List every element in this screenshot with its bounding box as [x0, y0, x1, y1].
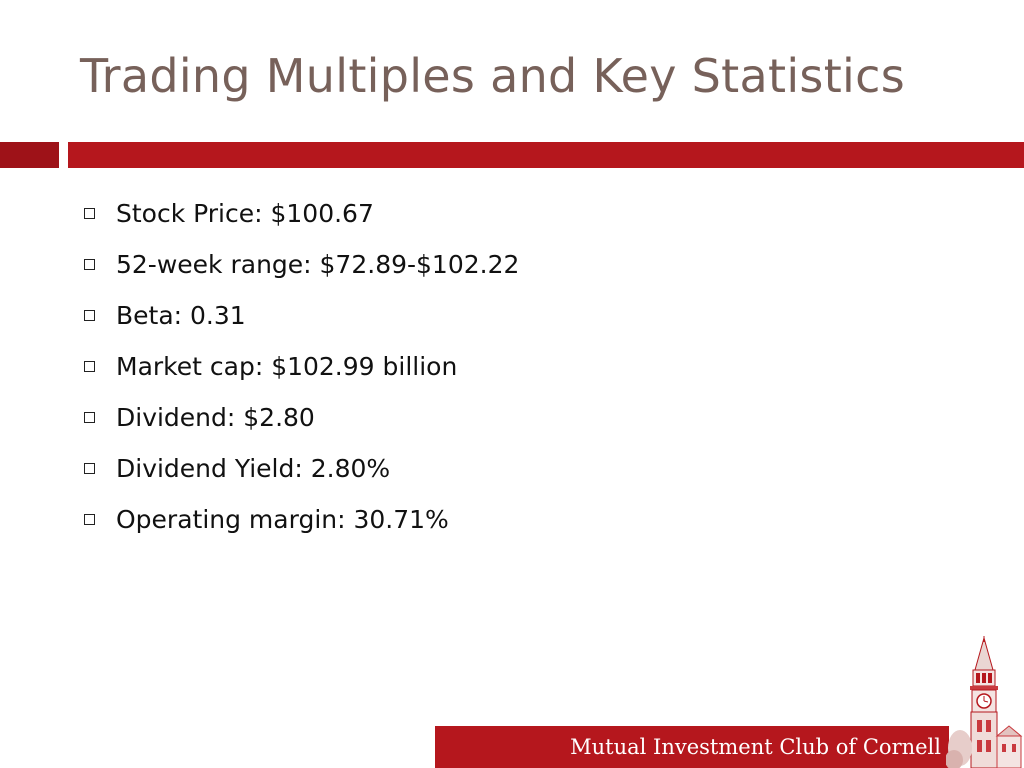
square-outline-bullet-icon	[84, 412, 95, 423]
square-outline-bullet-icon	[84, 208, 95, 219]
bullet-text: 52-week range: $72.89-$102.22	[116, 250, 520, 279]
bullet-text: Dividend Yield: 2.80%	[116, 454, 391, 483]
bullet-text: Market cap: $102.99 billion	[116, 352, 458, 381]
bullet-item: Market cap: $102.99 billion	[78, 341, 519, 392]
bullet-text: Stock Price: $100.67	[116, 199, 374, 228]
square-outline-bullet-icon	[84, 514, 95, 525]
title-accent-bar	[68, 142, 1024, 168]
bullet-list: Stock Price: $100.67 52-week range: $72.…	[78, 188, 519, 545]
square-outline-bullet-icon	[84, 259, 95, 270]
footer-banner: Mutual Investment Club of Cornell	[435, 726, 949, 768]
square-outline-bullet-icon	[84, 463, 95, 474]
bullet-text: Beta: 0.31	[116, 301, 246, 330]
title-accent-bar-left	[0, 142, 59, 168]
bullet-item: Operating margin: 30.71%	[78, 494, 519, 545]
slide-title: Trading Multiples and Key Statistics	[80, 49, 905, 103]
bullet-item: Beta: 0.31	[78, 290, 519, 341]
clock-tower-logo-icon	[946, 636, 1023, 768]
bullet-text: Operating margin: 30.71%	[116, 505, 449, 534]
bullet-text: Dividend: $2.80	[116, 403, 315, 432]
square-outline-bullet-icon	[84, 310, 95, 321]
bullet-item: Dividend: $2.80	[78, 392, 519, 443]
square-outline-bullet-icon	[84, 361, 95, 372]
bullet-item: Dividend Yield: 2.80%	[78, 443, 519, 494]
footer-club-name: Mutual Investment Club of Cornell	[570, 735, 941, 759]
bullet-item: Stock Price: $100.67	[78, 188, 519, 239]
bullet-item: 52-week range: $72.89-$102.22	[78, 239, 519, 290]
